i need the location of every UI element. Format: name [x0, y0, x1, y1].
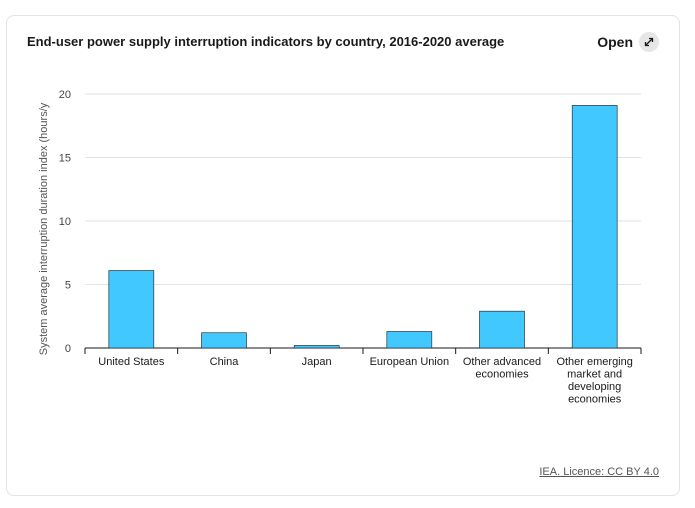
bar [293, 345, 340, 349]
x-tick-label: China [210, 356, 240, 368]
x-tick-label: Other advanced [463, 356, 541, 368]
expand-arrows-icon [639, 32, 659, 52]
open-button[interactable]: Open [597, 32, 659, 52]
open-button-label: Open [597, 34, 633, 50]
y-tick-label: 15 [59, 153, 71, 165]
chart-card: End-user power supply interruption indic… [6, 15, 680, 496]
y-tick-label: 5 [65, 280, 71, 292]
bar [386, 331, 433, 349]
bar [108, 270, 155, 349]
x-tick-label: economies [568, 394, 622, 406]
bar [479, 310, 525, 349]
bar [201, 332, 247, 349]
licence-link[interactable]: IEA. Licence: CC BY 4.0 [539, 466, 659, 478]
y-tick-label: 10 [59, 216, 71, 228]
bar [571, 105, 618, 349]
y-axis-label: System average interruption duration ind… [38, 102, 50, 355]
x-tick-label: United States [98, 356, 165, 368]
y-tick-label: 0 [65, 343, 71, 355]
y-tick-label: 20 [59, 89, 71, 101]
x-tick-label: Other emerging [556, 356, 632, 368]
x-tick-label: European Union [370, 356, 450, 368]
x-tick-label: market and [567, 369, 622, 381]
x-tick-label: Japan [302, 356, 332, 368]
chart-title: End-user power supply interruption indic… [27, 34, 505, 49]
x-tick-label: developing [568, 381, 621, 393]
x-tick-label: economies [475, 369, 529, 381]
bar-chart: 0 5 10 15 20 United States China Japan European … [38, 89, 642, 406]
